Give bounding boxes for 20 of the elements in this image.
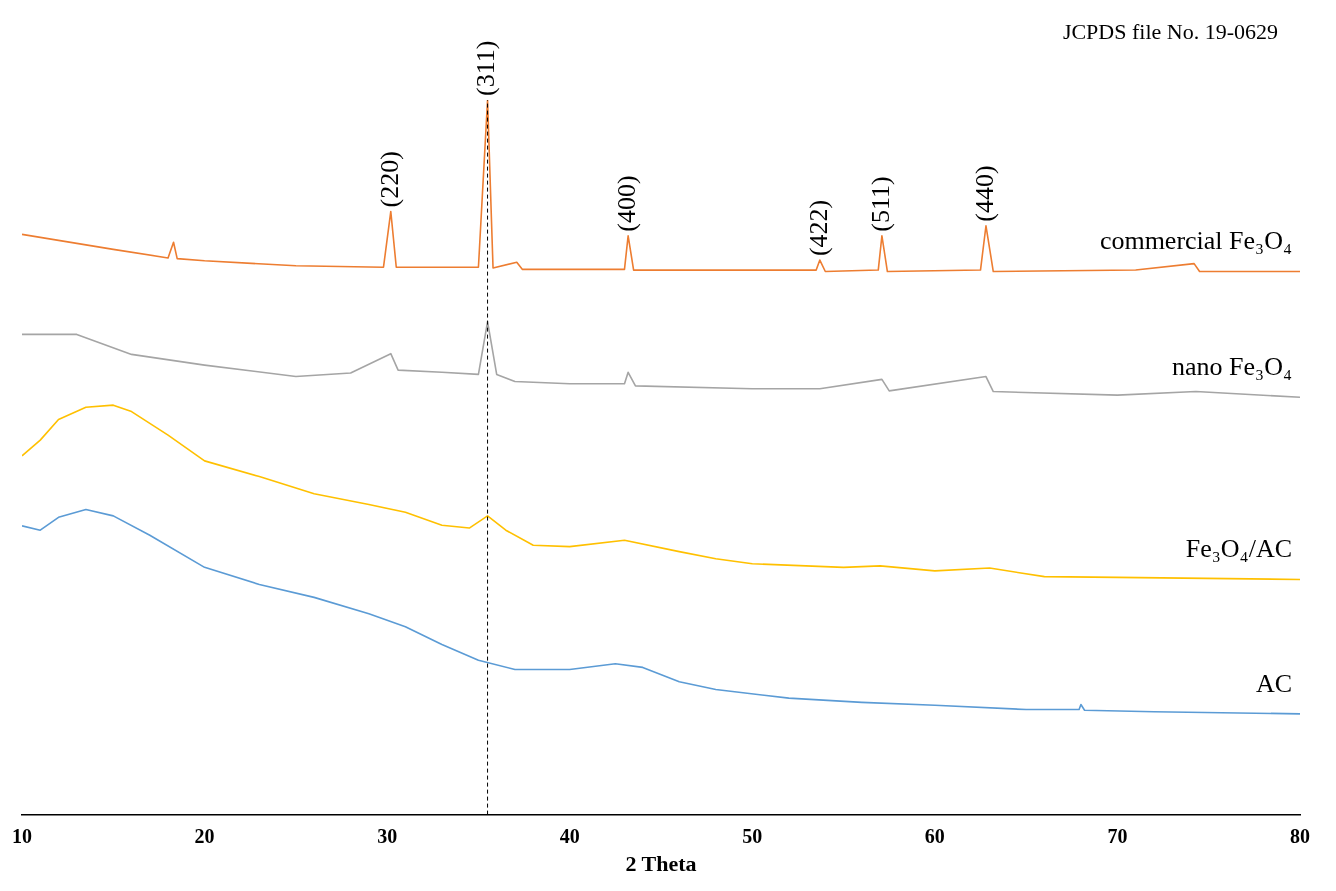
series-label: nano Fe₃O₄ <box>1172 352 1292 382</box>
annotation: (440) <box>969 165 999 222</box>
text: JCPDS file No. 19-0629 <box>1062 18 1278 44</box>
x-tick-label: 70 <box>1107 824 1128 847</box>
x-axis-title: 2 Theta <box>625 851 697 877</box>
x-tick-label: 80 <box>1290 824 1310 847</box>
series-label: AC <box>1255 668 1292 698</box>
annotation: (422) <box>803 199 833 257</box>
x-tick-label: 60 <box>924 824 945 847</box>
annotation: (311) <box>471 40 501 96</box>
x-tick-label: 20 <box>194 824 215 847</box>
x-tick-label: 50 <box>742 824 763 847</box>
x-tick-label: 10 <box>12 824 32 847</box>
series-label: commercial Fe₃O₄ <box>1099 226 1292 256</box>
x-tick-label: 40 <box>559 824 580 847</box>
series-label: Fe₃O₄/AC <box>1185 534 1292 564</box>
annotation: (511) <box>865 176 895 232</box>
annotation: (220) <box>374 151 404 208</box>
annotation: (400) <box>611 175 641 232</box>
x-tick-label: 30 <box>377 824 398 847</box>
